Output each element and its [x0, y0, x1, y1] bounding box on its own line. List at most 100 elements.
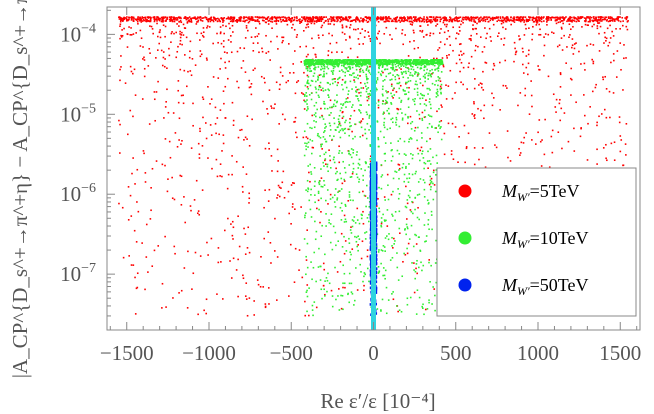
- data-point: [412, 16, 415, 19]
- data-point: [207, 254, 209, 256]
- data-point: [130, 19, 133, 21]
- data-point: [130, 70, 133, 73]
- data-point: [443, 19, 446, 21]
- data-point: [437, 70, 440, 72]
- data-point: [328, 114, 331, 117]
- data-point: [424, 115, 427, 118]
- data-point: [386, 128, 389, 131]
- data-point: [199, 130, 201, 133]
- data-point: [527, 18, 529, 21]
- data-point: [589, 19, 591, 22]
- data-point: [307, 65, 310, 68]
- data-point: [484, 18, 487, 21]
- data-point: [342, 286, 344, 289]
- data-point: [383, 136, 385, 139]
- data-point: [580, 63, 582, 65]
- data-point: [622, 89, 624, 91]
- data-point: [421, 62, 423, 65]
- data-point: [433, 184, 436, 186]
- data-point: [327, 62, 329, 64]
- data-point: [182, 23, 185, 26]
- data-point: [360, 126, 363, 129]
- data-point: [119, 123, 121, 126]
- data-point: [382, 213, 384, 216]
- data-point: [305, 259, 308, 261]
- data-point: [281, 113, 284, 116]
- data-point: [405, 93, 407, 95]
- data-point: [493, 64, 496, 67]
- data-point: [442, 65, 445, 68]
- data-point: [384, 277, 386, 280]
- data-point: [167, 178, 169, 180]
- data-point: [247, 17, 250, 20]
- data-point: [391, 213, 393, 216]
- data-point: [609, 16, 612, 18]
- data-point: [417, 72, 419, 74]
- data-point: [604, 36, 606, 39]
- data-point: [328, 149, 330, 151]
- data-point: [365, 63, 367, 66]
- data-point: [429, 73, 432, 76]
- data-point: [324, 130, 326, 132]
- data-point: [349, 47, 352, 50]
- data-point: [355, 240, 358, 243]
- data-point: [406, 218, 408, 220]
- data-point: [330, 51, 333, 54]
- data-point: [384, 16, 387, 18]
- data-point: [602, 78, 605, 81]
- data-point: [155, 57, 157, 59]
- data-point: [405, 154, 407, 156]
- data-point: [360, 91, 362, 94]
- data-point: [436, 88, 439, 91]
- data-point: [317, 266, 320, 268]
- data-point: [504, 59, 507, 62]
- data-point: [308, 16, 310, 19]
- data-point: [530, 94, 533, 97]
- data-point: [315, 121, 317, 123]
- data-point: [394, 240, 396, 242]
- data-point: [342, 308, 344, 311]
- data-point: [610, 61, 612, 64]
- data-point: [619, 20, 622, 23]
- data-point: [153, 17, 156, 19]
- data-point: [608, 90, 611, 93]
- data-point: [519, 16, 522, 18]
- data-point: [398, 227, 401, 230]
- data-point: [337, 16, 340, 18]
- data-point: [428, 261, 430, 264]
- data-point: [289, 243, 292, 246]
- data-point: [345, 17, 348, 20]
- data-point: [377, 100, 380, 103]
- data-point: [278, 16, 280, 19]
- data-point: [291, 17, 293, 20]
- data-point: [323, 102, 325, 105]
- data-point: [543, 36, 545, 38]
- data-point: [385, 18, 387, 21]
- data-point: [625, 17, 628, 19]
- data-point: [375, 59, 378, 61]
- data-point: [353, 304, 355, 306]
- data-point: [366, 197, 369, 199]
- data-point: [388, 233, 390, 235]
- data-point: [377, 17, 379, 20]
- data-point: [403, 173, 406, 176]
- data-point: [368, 60, 370, 63]
- data-point: [357, 167, 360, 169]
- data-point: [199, 127, 201, 130]
- data-point: [431, 68, 433, 71]
- data-point: [419, 159, 421, 162]
- data-point: [428, 19, 431, 21]
- data-point: [327, 59, 329, 62]
- data-point: [428, 228, 430, 231]
- data-point: [134, 313, 137, 315]
- data-point: [365, 184, 368, 187]
- data-point: [546, 19, 549, 22]
- data-point: [367, 87, 370, 89]
- data-point: [604, 75, 607, 78]
- data-point: [415, 243, 418, 245]
- data-point: [165, 19, 167, 22]
- data-point: [402, 260, 404, 263]
- data-point: [409, 122, 412, 125]
- data-point: [290, 21, 292, 23]
- data-point: [335, 17, 338, 20]
